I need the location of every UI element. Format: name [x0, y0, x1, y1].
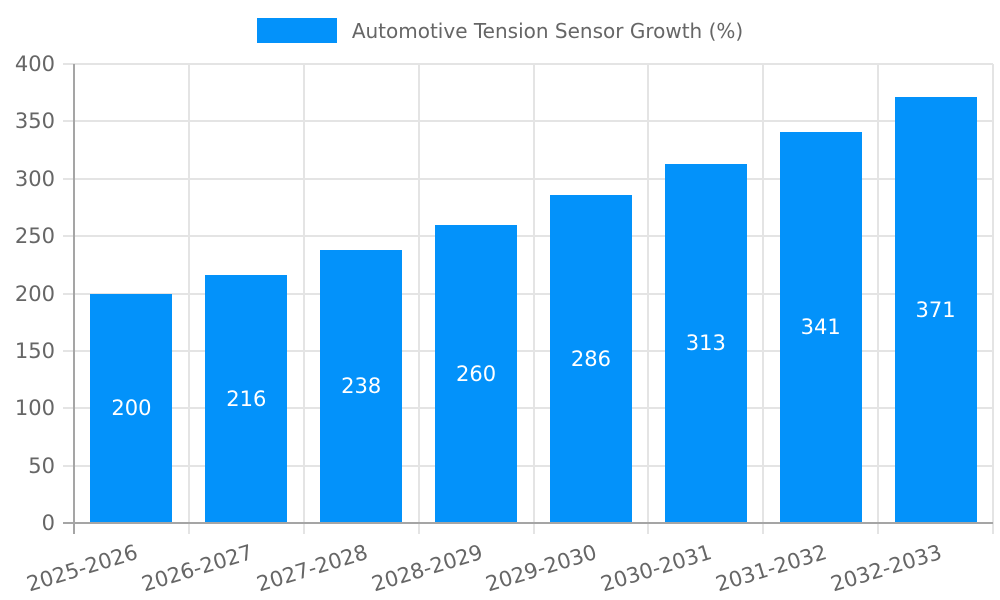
bar-value-label: 200 [111, 396, 152, 421]
bar[interactable] [90, 293, 173, 523]
gridline-vertical [762, 64, 765, 534]
x-axis-tick-label: 2028-2029 [368, 540, 486, 597]
legend-swatch [256, 18, 337, 43]
y-axis-tick-label: 200 [14, 281, 55, 306]
x-axis-tick-label: 2029-2030 [483, 540, 600, 597]
x-axis-tick-label: 2025-2026 [23, 540, 141, 597]
bar-value-label: 341 [800, 315, 841, 340]
y-axis-tick-label: 100 [14, 396, 55, 421]
gridline-vertical [877, 64, 880, 534]
bar-value-label: 371 [915, 298, 956, 323]
gridline-vertical [187, 64, 190, 534]
gridline-horizontal [63, 407, 993, 410]
x-axis-tick-label: 2032-2033 [828, 540, 945, 597]
x-axis-tick-label: 2031-2032 [713, 540, 830, 597]
gridline-horizontal [63, 292, 993, 295]
y-axis-line [73, 64, 75, 534]
gridline-vertical [302, 64, 305, 534]
legend-label: Automotive Tension Sensor Growth (%) [351, 18, 744, 43]
gridline-horizontal [63, 235, 993, 238]
gridline-horizontal [63, 120, 993, 123]
bar[interactable] [664, 163, 747, 523]
x-axis-tick-label: 2030-2031 [598, 540, 715, 597]
gridline-horizontal [63, 63, 993, 65]
gridline-vertical [417, 64, 420, 534]
gridline-vertical [647, 64, 650, 534]
gridline-horizontal [63, 177, 993, 180]
bar-value-label: 216 [226, 387, 267, 412]
chart-legend[interactable]: Automotive Tension Sensor Growth (%) [0, 18, 1000, 43]
gridline-horizontal [63, 349, 993, 352]
bar[interactable] [894, 97, 977, 523]
y-axis-tick-label: 50 [28, 453, 55, 478]
gridline-vertical [992, 64, 994, 534]
x-axis-line [63, 522, 993, 524]
bar[interactable] [549, 194, 632, 523]
y-axis-tick-label: 300 [14, 166, 55, 191]
gridline-vertical [532, 64, 535, 534]
bar[interactable] [779, 131, 862, 523]
gridline-horizontal [63, 464, 993, 467]
y-axis-tick-label: 250 [14, 224, 55, 249]
bar-value-label: 286 [570, 346, 611, 371]
bar-value-label: 313 [685, 331, 726, 356]
bar[interactable] [205, 275, 288, 523]
y-axis-tick-label: 400 [14, 52, 55, 76]
x-axis-tick-label: 2027-2028 [253, 540, 371, 597]
bar[interactable] [435, 224, 518, 523]
bar[interactable] [320, 249, 403, 523]
x-axis-tick-label: 2026-2027 [138, 540, 256, 597]
y-axis-tick-label: 350 [14, 109, 55, 134]
y-axis-tick-label: 0 [41, 511, 55, 535]
bar-value-label: 238 [341, 374, 382, 399]
bar-value-label: 260 [456, 361, 497, 386]
y-axis-tick-label: 150 [14, 338, 55, 363]
